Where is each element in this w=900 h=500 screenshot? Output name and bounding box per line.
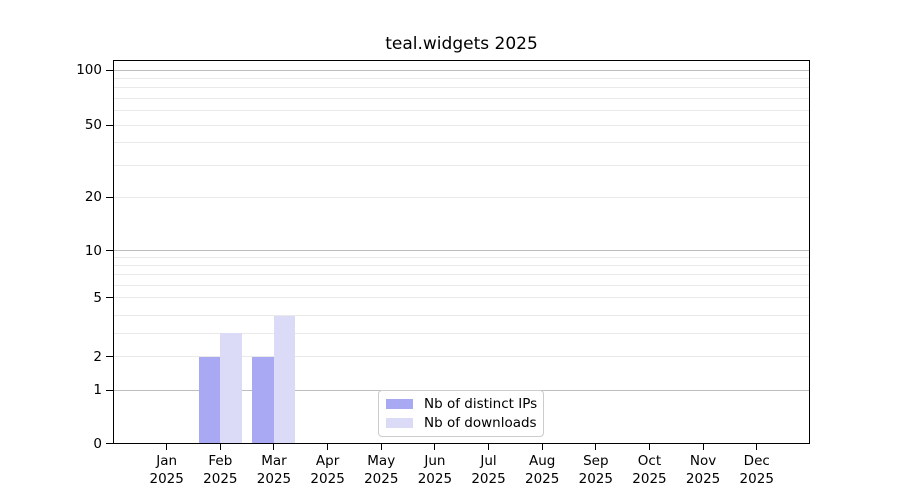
y-tick-mark (106, 389, 113, 391)
y-tick-label: 1 (93, 382, 102, 398)
legend-label-distinct-ips: Nb of distinct IPs (424, 395, 538, 412)
bar-downloads (273, 315, 296, 443)
gridline-minor (114, 196, 809, 198)
legend-swatch-downloads (386, 417, 413, 429)
y-tick-mark (106, 250, 113, 251)
gridline-major (114, 250, 809, 251)
gridline-minor (114, 87, 809, 89)
x-tick-mark (595, 444, 597, 450)
gridline-minor (114, 97, 809, 99)
legend-label-downloads: Nb of downloads (424, 414, 537, 431)
y-tick-mark (106, 297, 113, 299)
x-tick-label: Aug 2025 (524, 453, 560, 487)
gridline-major (114, 69, 809, 71)
bar-downloads (220, 333, 242, 443)
legend-swatch-distinct-ips (386, 398, 413, 410)
x-tick-label: Feb 2025 (203, 453, 238, 487)
gridline-minor (114, 284, 809, 286)
x-tick-mark (488, 444, 490, 450)
gridline-minor (114, 110, 809, 112)
gridline-minor (114, 356, 809, 357)
x-tick-mark (434, 444, 436, 450)
x-tick-label: Jan 2025 (149, 453, 184, 487)
y-tick-label: 100 (76, 62, 102, 78)
gridline-minor (114, 332, 809, 334)
y-tick-label: 50 (84, 117, 102, 133)
y-tick-label: 0 (93, 435, 102, 452)
bar-distinct-ips (252, 356, 274, 443)
legend-entry-downloads: Nb of downloads (386, 414, 537, 433)
chart-title: teal.widgets 2025 (385, 34, 538, 54)
y-tick-mark (106, 356, 113, 357)
gridline-minor (114, 124, 809, 126)
x-tick-mark (756, 444, 758, 450)
gridline-minor (114, 142, 809, 144)
y-tick-label: 5 (93, 289, 102, 306)
x-tick-mark (273, 444, 275, 450)
x-tick-mark (380, 444, 382, 450)
x-tick-mark (648, 444, 650, 450)
plot-area (113, 60, 810, 444)
y-tick-label: 20 (84, 189, 102, 205)
x-tick-label: Jun 2025 (417, 453, 453, 487)
x-tick-mark (166, 444, 168, 450)
x-tick-label: Apr 2025 (310, 453, 345, 487)
x-tick-label: Nov 2025 (685, 453, 721, 487)
gridline-minor (114, 315, 809, 317)
x-tick-label: May 2025 (364, 453, 399, 487)
x-tick-label: Jul 2025 (471, 453, 506, 487)
gridline-minor (114, 77, 809, 79)
bar-distinct-ips (198, 356, 221, 443)
y-tick-mark (106, 124, 113, 126)
x-tick-mark (219, 444, 221, 450)
y-tick-label: 2 (93, 348, 102, 365)
gridline-minor (114, 257, 809, 259)
gridline-minor (114, 297, 809, 299)
x-tick-label: Mar 2025 (256, 453, 292, 487)
y-tick-mark (106, 196, 113, 198)
x-tick-mark (702, 444, 704, 450)
y-tick-mark (106, 69, 113, 71)
x-tick-label: Sep 2025 (578, 453, 613, 487)
legend-entry-distinct-ips: Nb of distinct IPs (386, 395, 537, 414)
gridline-minor (114, 164, 809, 166)
gridline-minor (114, 274, 809, 276)
y-tick-label: 10 (84, 242, 102, 259)
x-tick-mark (327, 444, 329, 450)
x-tick-mark (541, 444, 543, 450)
x-tick-label: Dec 2025 (739, 453, 774, 487)
y-tick-mark (106, 443, 113, 444)
gridline-minor (114, 265, 809, 267)
x-tick-label: Oct 2025 (632, 453, 667, 487)
legend: Nb of distinct IPs Nb of downloads (378, 390, 544, 437)
